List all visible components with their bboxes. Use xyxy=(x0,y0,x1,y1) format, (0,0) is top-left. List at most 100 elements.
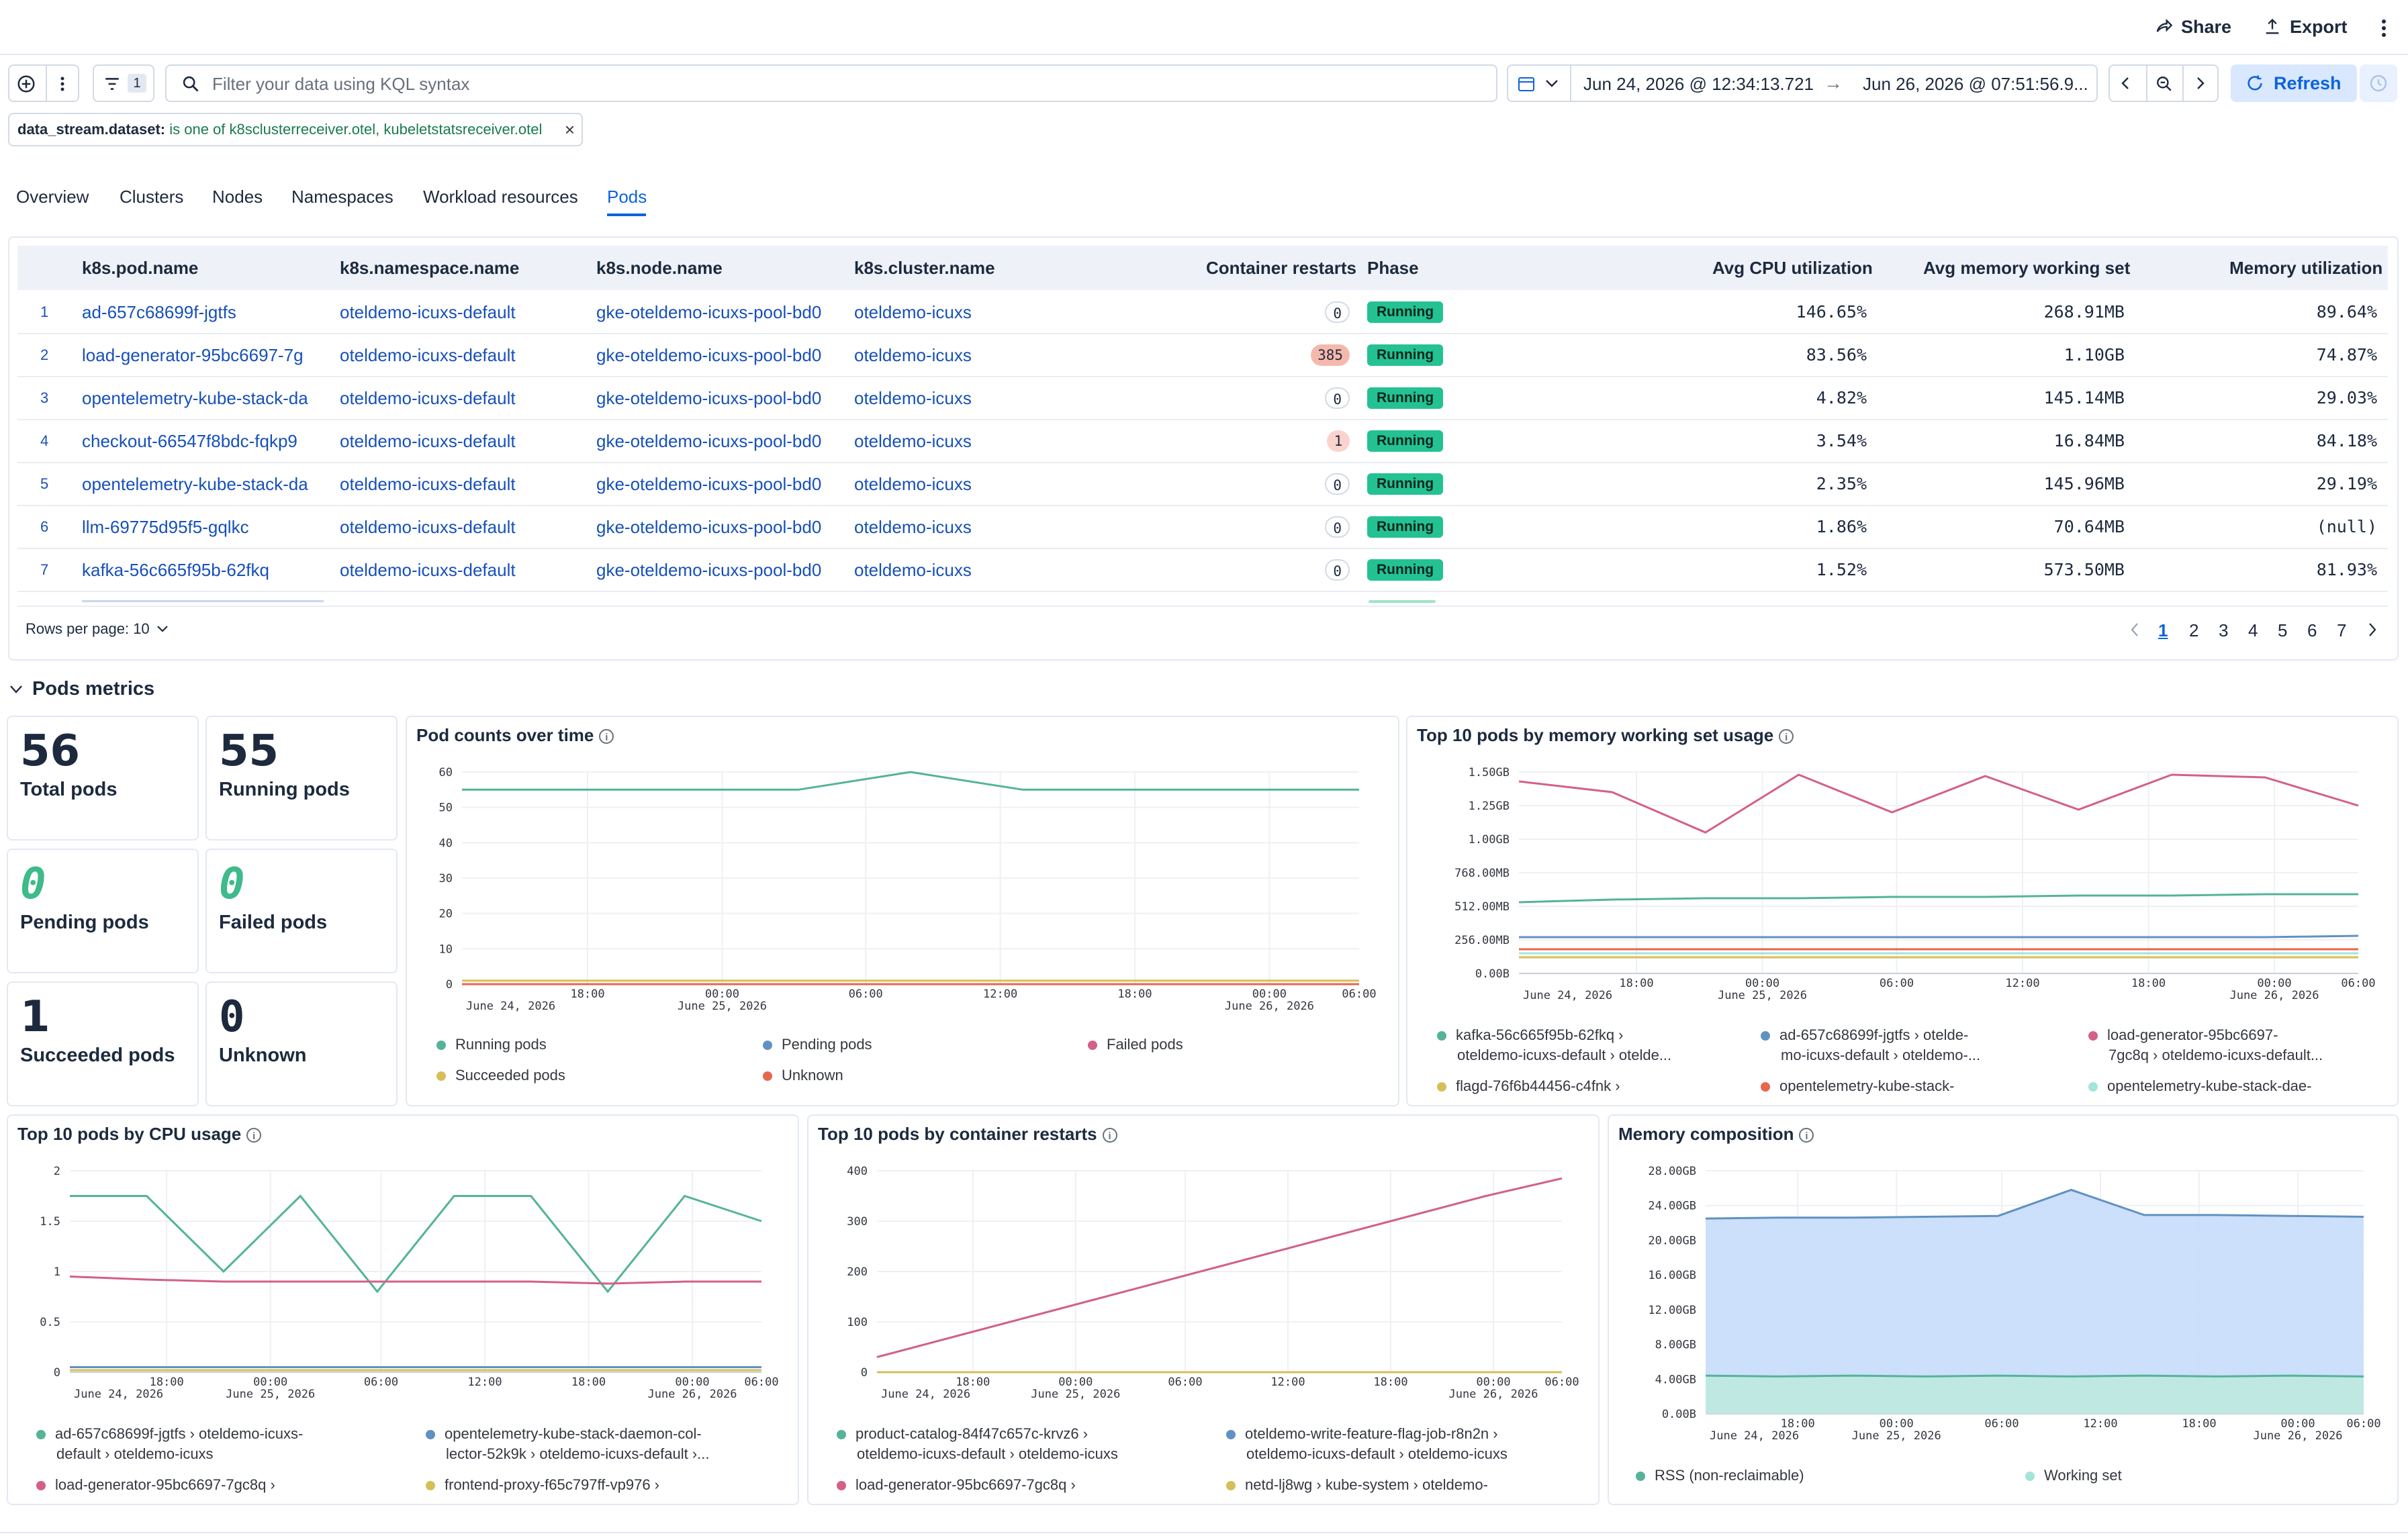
chevron-left-icon[interactable] xyxy=(2118,75,2134,95)
table-row[interactable]: 6 llm-69775d95f5-gqlkc oteldemo-icuxs-defa… xyxy=(17,506,2388,549)
tab-nodes[interactable]: Nodes xyxy=(212,187,263,207)
rows-per-page-selector[interactable]: Rows per page: 10 xyxy=(26,620,169,638)
namespace-link[interactable]: oteldemo-icuxs-default xyxy=(340,431,516,451)
legend-item[interactable]: opentelemetry-kube-stack-dae- xyxy=(2088,1075,2311,1096)
query-options-icon[interactable] xyxy=(58,74,67,97)
page-3[interactable]: 3 xyxy=(2219,620,2229,640)
zoom-out-icon[interactable] xyxy=(2156,75,2173,96)
tab-namespaces[interactable]: Namespaces xyxy=(291,187,393,207)
legend-item[interactable]: flagd-76f6b44456-c4fnk › xyxy=(1437,1075,1620,1096)
legend-item[interactable]: RSS (non-reclaimable) xyxy=(1636,1465,1804,1486)
legend-item[interactable]: Succeeded pods xyxy=(436,1065,565,1086)
table-row[interactable]: 4 checkout-66547f8bdc-fqkp9 oteldemo-icuxs… xyxy=(17,420,2388,463)
col-node[interactable]: k8s.node.name xyxy=(596,258,723,278)
chevron-down-icon[interactable] xyxy=(1544,77,1559,93)
legend-item[interactable]: Working set xyxy=(2025,1465,2122,1486)
date-start[interactable]: Jun 24, 2026 @ 12:34:13.721 xyxy=(1583,74,1814,94)
pod-name-link[interactable]: load-generator-95bc6697-7g xyxy=(82,345,304,365)
page-2[interactable]: 2 xyxy=(2189,620,2199,640)
pods-metrics-toggle[interactable]: Pods metrics xyxy=(9,678,154,700)
col-namespace[interactable]: k8s.namespace.name xyxy=(340,258,520,278)
filter-pill[interactable]: data_stream.dataset: is one of k8scluste… xyxy=(8,113,583,146)
info-icon[interactable]: i xyxy=(1102,1128,1117,1143)
pod-name-link[interactable]: kafka-56c665f95b-62fkq xyxy=(82,560,269,580)
col-phase[interactable]: Phase xyxy=(1367,258,1419,278)
legend-item[interactable]: kafka-56c665f95b-62fkq › xyxy=(1437,1024,1624,1045)
node-link[interactable]: gke-oteldemo-icuxs-pool-bd0 xyxy=(596,560,822,580)
page-1[interactable]: 1 xyxy=(2158,620,2168,640)
legend-item[interactable]: mo-icuxs-default › oteldemo-... xyxy=(1781,1045,1980,1065)
legend-item[interactable]: ad-657c68699f-jgtfs › oteldemo-icuxs- xyxy=(36,1423,303,1444)
info-icon[interactable]: i xyxy=(599,729,614,745)
page-7[interactable]: 7 xyxy=(2337,620,2347,640)
col-avg-cpu[interactable]: Avg CPU utilization xyxy=(1712,258,1873,278)
legend-item[interactable]: product-catalog-84f47c657c-krvz6 › xyxy=(837,1423,1088,1444)
page-5[interactable]: 5 xyxy=(2278,620,2288,640)
pagination-next-icon[interactable] xyxy=(2366,622,2378,641)
cluster-link[interactable]: oteldemo-icuxs xyxy=(854,560,972,580)
col-memory-utilization[interactable]: Memory utilization xyxy=(2229,258,2383,278)
namespace-link[interactable]: oteldemo-icuxs-default xyxy=(340,302,516,322)
close-icon[interactable]: × xyxy=(564,119,575,140)
col-pod-name[interactable]: k8s.pod.name xyxy=(82,258,199,278)
share-button[interactable]: Share xyxy=(2154,9,2231,44)
pod-name-link[interactable]: opentelemetry-kube-stack-da xyxy=(82,474,308,494)
namespace-link[interactable]: oteldemo-icuxs-default xyxy=(340,345,516,365)
more-options-icon[interactable] xyxy=(2377,15,2391,42)
cluster-link[interactable]: oteldemo-icuxs xyxy=(854,431,972,451)
table-row[interactable]: 2 load-generator-95bc6697-7g oteldemo-icux… xyxy=(17,334,2388,377)
page-6[interactable]: 6 xyxy=(2307,620,2317,640)
legend-item[interactable]: oteldemo-icuxs-default › oteldemo-icuxs xyxy=(1246,1443,1508,1464)
legend-item[interactable]: opentelemetry-kube-stack- xyxy=(1761,1075,1954,1096)
cluster-link[interactable]: oteldemo-icuxs xyxy=(854,388,972,408)
legend-item[interactable]: lector-52k9k › oteldemo-icuxs-default ›.… xyxy=(446,1443,710,1464)
info-icon[interactable]: i xyxy=(1779,729,1794,745)
tab-overview[interactable]: Overview xyxy=(16,187,89,207)
legend-item[interactable]: oteldemo-icuxs-default › oteldemo-icuxs xyxy=(857,1443,1118,1464)
namespace-link[interactable]: oteldemo-icuxs-default xyxy=(340,474,516,494)
table-row[interactable]: 3 opentelemetry-kube-stack-da oteldemo-icu… xyxy=(17,377,2388,420)
node-link[interactable]: gke-oteldemo-icuxs-pool-bd0 xyxy=(596,517,822,537)
namespace-link[interactable]: oteldemo-icuxs-default xyxy=(340,560,516,580)
add-filter-icon[interactable] xyxy=(16,74,36,97)
node-link[interactable]: gke-oteldemo-icuxs-pool-bd0 xyxy=(596,388,822,408)
pod-name-link[interactable]: llm-69775d95f5-gqlkc xyxy=(82,517,249,537)
cluster-link[interactable]: oteldemo-icuxs xyxy=(854,302,972,322)
filter-count-button[interactable]: 1 xyxy=(93,64,154,102)
cluster-link[interactable]: oteldemo-icuxs xyxy=(854,517,972,537)
info-icon[interactable]: i xyxy=(1799,1128,1814,1143)
cluster-link[interactable]: oteldemo-icuxs xyxy=(854,474,972,494)
calendar-icon[interactable] xyxy=(1518,75,1538,96)
node-link[interactable]: gke-oteldemo-icuxs-pool-bd0 xyxy=(596,431,822,451)
legend-item[interactable]: default › oteldemo-icuxs xyxy=(56,1443,214,1464)
legend-item[interactable]: frontend-proxy-f65c797ff-vp976 › xyxy=(426,1474,659,1495)
legend-item[interactable]: oteldemo-icuxs-default › otelde... xyxy=(1457,1045,1671,1065)
tab-pods[interactable]: Pods xyxy=(607,187,647,207)
pod-name-link[interactable]: checkout-66547f8bdc-fqkp9 xyxy=(82,431,297,451)
info-icon[interactable]: i xyxy=(246,1128,262,1143)
tab-clusters[interactable]: Clusters xyxy=(120,187,184,207)
table-row[interactable]: 5 opentelemetry-kube-stack-da oteldemo-icu… xyxy=(17,463,2388,506)
col-cluster[interactable]: k8s.cluster.name xyxy=(854,258,995,278)
tab-workload-resources[interactable]: Workload resources xyxy=(423,187,578,207)
date-picker[interactable]: Jun 24, 2026 @ 12:34:13.721 → Jun 26, 20… xyxy=(1507,64,2098,102)
node-link[interactable]: gke-oteldemo-icuxs-pool-bd0 xyxy=(596,345,822,365)
legend-item[interactable]: ad-657c68699f-jgtfs › otelde- xyxy=(1761,1024,1968,1045)
legend-item[interactable]: Running pods xyxy=(436,1034,547,1055)
legend-item[interactable]: Failed pods xyxy=(1088,1034,1183,1055)
pagination-prev-icon[interactable] xyxy=(2129,622,2141,641)
legend-item[interactable]: Pending pods xyxy=(763,1034,872,1055)
cluster-link[interactable]: oteldemo-icuxs xyxy=(854,345,972,365)
col-avg-memory[interactable]: Avg memory working set xyxy=(1923,258,2131,278)
pod-name-link[interactable]: opentelemetry-kube-stack-da xyxy=(82,388,308,408)
namespace-link[interactable]: oteldemo-icuxs-default xyxy=(340,517,516,537)
table-row[interactable]: 7 kafka-56c665f95b-62fkq oteldemo-icuxs-de… xyxy=(17,549,2388,592)
chevron-right-icon[interactable] xyxy=(2192,75,2208,95)
legend-item[interactable]: load-generator-95bc6697- xyxy=(2088,1024,2278,1045)
date-end[interactable]: Jun 26, 2026 @ 07:51:56.9... xyxy=(1863,74,2088,94)
legend-item[interactable]: load-generator-95bc6697-7gc8q › xyxy=(36,1474,275,1495)
pod-name-link[interactable]: ad-657c68699f-jgtfs xyxy=(82,302,236,322)
auto-refresh-button[interactable] xyxy=(2360,64,2397,102)
legend-item[interactable]: oteldemo-write-feature-flag-job-r8n2n › xyxy=(1226,1423,1498,1444)
page-4[interactable]: 4 xyxy=(2248,620,2258,640)
